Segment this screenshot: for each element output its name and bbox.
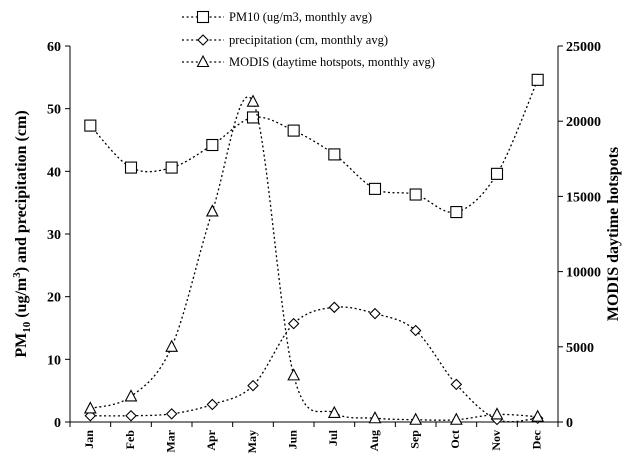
triangle-data-point [327, 405, 341, 419]
diamond-data-point [247, 379, 259, 392]
series-group [83, 73, 545, 426]
x-tick-label: Oct [448, 430, 462, 449]
square-data-point [409, 188, 422, 201]
legend-entry: PM10 (ug/m3, monthly avg) [182, 10, 372, 24]
series-triangle [83, 94, 545, 425]
x-tick-label: Feb [123, 430, 137, 450]
triangle-data-point [409, 412, 423, 425]
series-line [90, 96, 538, 421]
left-tick-label: 60 [47, 40, 61, 55]
square-data-point [450, 206, 463, 219]
series-line [90, 306, 538, 423]
right-tick-label: 0 [566, 416, 573, 431]
x-tick-label: May [245, 430, 259, 453]
legend-diamond-marker [197, 34, 209, 46]
x-tick-label: Jul [326, 429, 340, 446]
square-data-point [531, 73, 544, 86]
triangle-data-point [124, 389, 138, 402]
x-tick-label: Jan [82, 430, 96, 449]
square-data-point [287, 124, 300, 137]
diamond-data-point [125, 409, 137, 422]
right-tick-label: 15000 [566, 190, 601, 205]
right-tick-label: 25000 [566, 40, 601, 55]
triangle-data-point [165, 339, 179, 352]
legend-label: MODIS (daytime hotspots, monthly avg) [229, 55, 435, 69]
axes [69, 46, 559, 423]
legend: PM10 (ug/m3, monthly avg) precipitation (… [182, 10, 435, 69]
triangle-data-point [531, 409, 545, 422]
triangle-data-point [368, 411, 382, 424]
x-tick-label: Aug [367, 430, 381, 451]
x-tick-label: Mar [163, 429, 177, 452]
square-data-point [490, 167, 504, 180]
x-tick-label: Apr [204, 429, 218, 450]
square-data-point [368, 182, 382, 195]
legend-square-marker [196, 10, 210, 24]
right-tick-labels: 0 5000 10000 15000 20000 25000 [558, 40, 601, 431]
diamond-data-point [450, 378, 463, 391]
square-data-point [328, 148, 341, 161]
left-tick-label: 30 [47, 228, 61, 243]
diamond-data-point [369, 307, 381, 320]
series-line [89, 79, 539, 214]
left-tick-label: 0 [54, 416, 61, 431]
legend-label: precipitation (cm, monthly avg) [229, 33, 388, 47]
legend-entry: precipitation (cm, monthly avg) [182, 33, 388, 47]
diamond-data-point [409, 324, 422, 337]
x-tick-label: Dec [529, 429, 543, 449]
x-tick-labels: Jan Feb Mar Apr May Jun Jul Aug Sep Oct Nov Dec [69, 422, 559, 453]
triangle-data-point [246, 94, 260, 107]
x-tick-label: Jun [285, 430, 299, 450]
legend-label: PM10 (ug/m3, monthly avg) [229, 10, 372, 24]
right-tick-label: 20000 [566, 115, 601, 130]
left-tick-label: 20 [47, 291, 61, 306]
right-tick-label: 10000 [566, 266, 601, 281]
diamond-data-point [287, 317, 300, 330]
left-tick-label: 50 [47, 103, 61, 118]
series-square [84, 73, 544, 219]
diamond-data-point [328, 301, 341, 314]
left-tick-label: 40 [47, 165, 61, 180]
square-data-point [246, 111, 260, 124]
square-data-point [165, 161, 178, 174]
left-tick-labels: 0 10 20 30 40 50 60 [47, 40, 70, 431]
right-tick-label: 5000 [566, 341, 594, 356]
square-data-point [206, 138, 219, 152]
right-axis-label: MODIS daytime hotspots [605, 147, 622, 321]
triangle-data-point [205, 204, 219, 217]
triangle-data-point [449, 412, 463, 425]
triangle-data-point [83, 401, 97, 414]
x-tick-label: Nov [489, 430, 503, 451]
square-data-point [124, 161, 138, 174]
legend-entry: MODIS (daytime hotspots, monthly avg) [182, 54, 435, 69]
diamond-data-point [165, 408, 178, 420]
left-axis-label: PM10 (ug/m3) and precipitation (cm) [11, 110, 33, 357]
x-tick-label: Sep [407, 430, 421, 449]
triangle-data-point [287, 368, 301, 381]
triangle-data-point [490, 407, 504, 420]
square-data-point [84, 119, 97, 132]
diamond-data-point [206, 398, 219, 411]
legend-triangle-marker [196, 54, 210, 68]
series-diamond [84, 301, 544, 426]
left-tick-label: 10 [47, 353, 61, 368]
